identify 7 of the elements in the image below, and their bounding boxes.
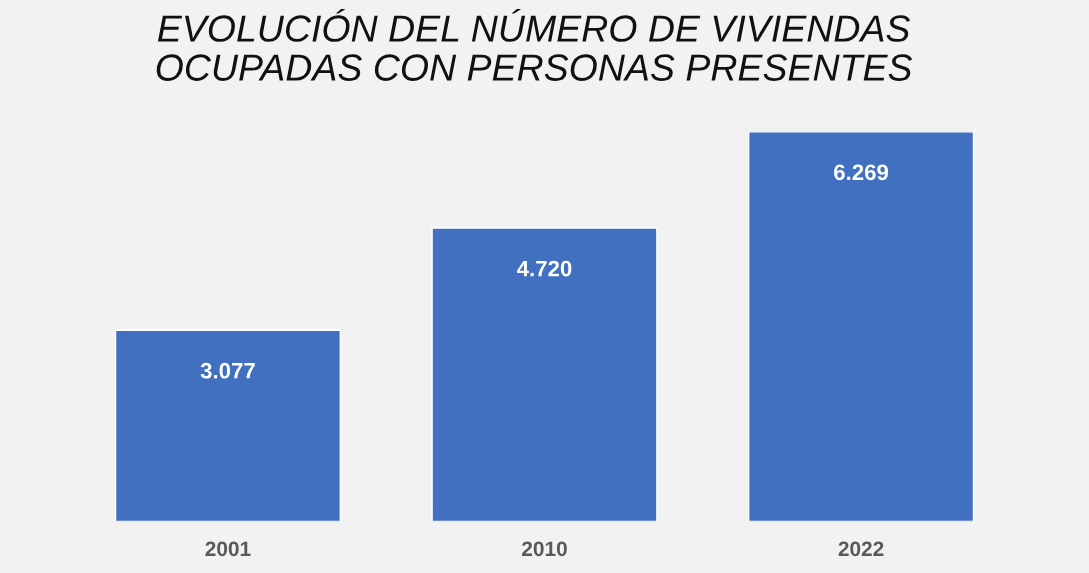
chart-title: EVOLUCIÓN DEL NÚMERO DE VIVIENDAS OCUPADAS CON PERSONAS PRESENTES [156,8,913,81]
data-label: 6.269 [834,164,889,181]
x-tick-label: 2022 [838,541,884,557]
x-tick-label: 2010 [522,541,567,557]
data-label: 3.077 [200,362,255,379]
x-tick-label: 2001 [205,541,251,557]
data-label: 4.720 [517,260,572,277]
